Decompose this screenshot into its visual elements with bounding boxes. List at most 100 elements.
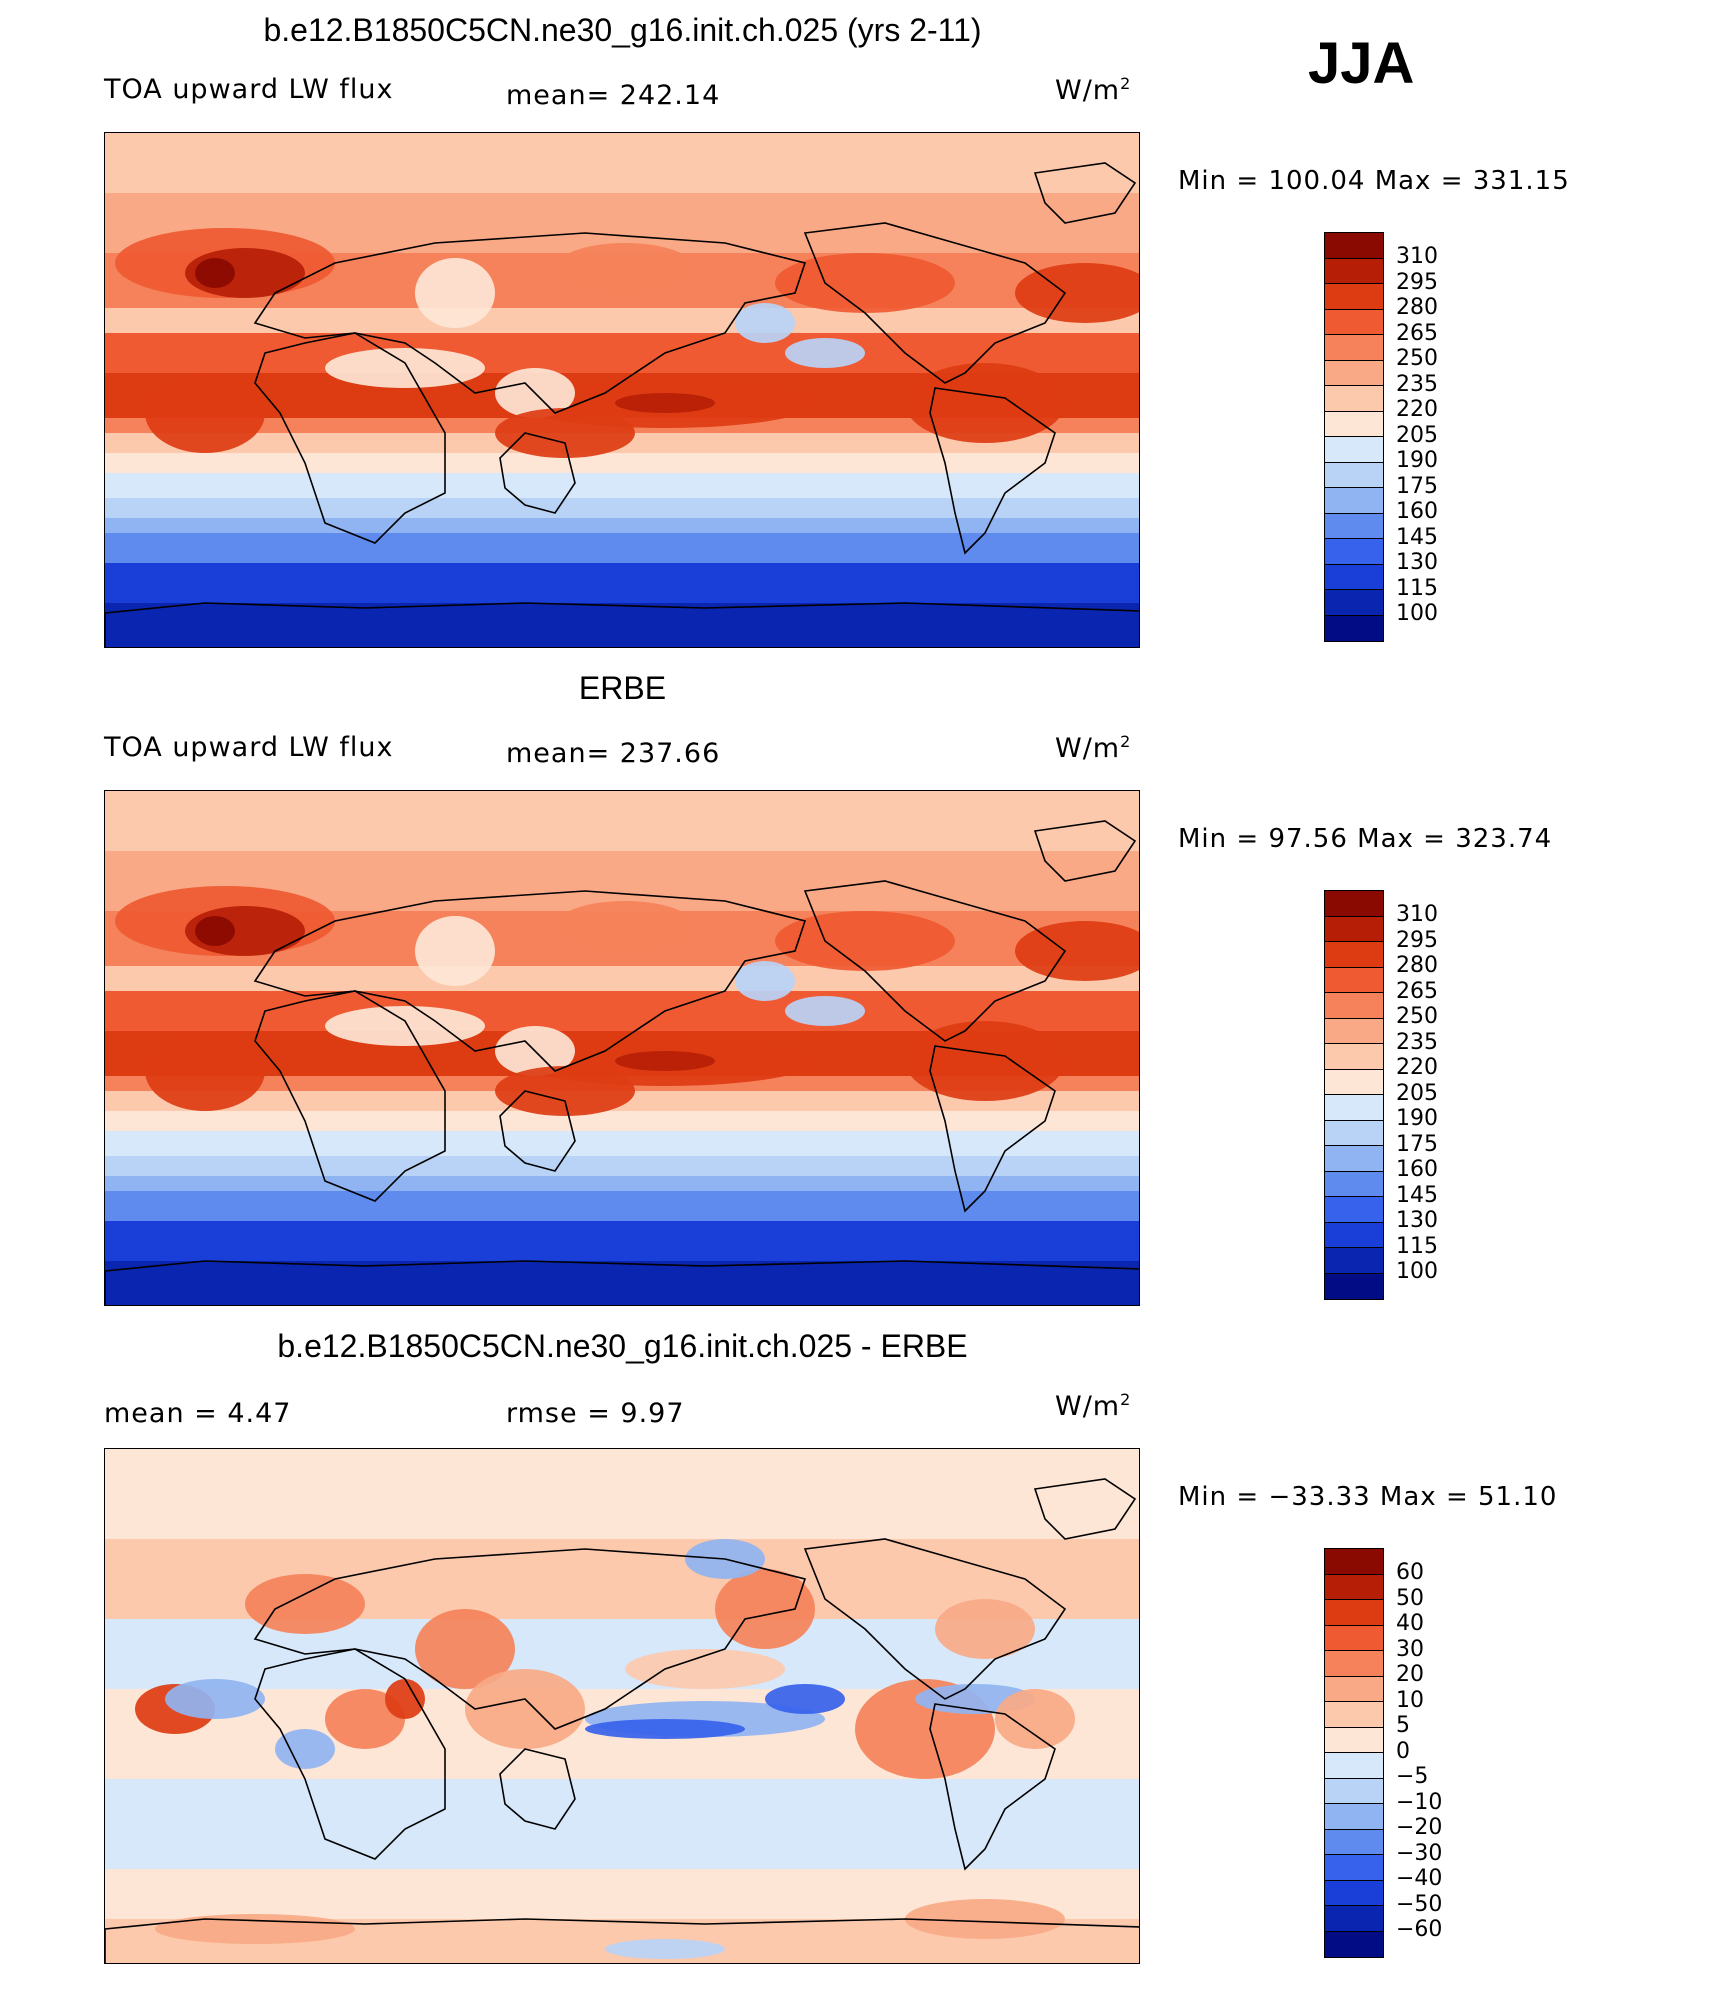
panel3-colorbar-label: −10 (1396, 1789, 1443, 1815)
panel3-colorbar-label: −5 (1396, 1764, 1429, 1789)
panel1-colorbar-label: 100 (1396, 601, 1438, 626)
map-contour-blob (145, 1031, 265, 1111)
panel3-colorbar-box (1325, 1880, 1383, 1906)
map-contour-band (105, 308, 1139, 333)
map-contour-blob (775, 911, 955, 971)
panel2-colorbar-label: 265 (1396, 978, 1438, 1004)
map-coastline (803, 880, 1067, 1042)
map-coastline (929, 387, 1056, 555)
panel2-colorbar-label: 310 (1396, 902, 1438, 927)
map-contour-band (105, 791, 1139, 851)
panel2-colorbar-label: 100 (1396, 1259, 1438, 1284)
map-contour-blob (605, 1939, 725, 1959)
panel2-minmax: Min = 97.56 Max = 323.74 (1178, 824, 1553, 854)
map-coastline (254, 1648, 446, 1860)
map-contour-blob (195, 258, 235, 288)
panel1-colorbar-box (1325, 590, 1383, 616)
map-coastline (803, 1538, 1067, 1700)
panel2-colorbar-box (1325, 942, 1383, 968)
panel2-colorbar-label: 145 (1396, 1182, 1438, 1208)
panel1-colorbar-box (1325, 233, 1383, 259)
panel1-colorbar-label: 115 (1396, 575, 1438, 601)
map-contour-blob (195, 916, 235, 946)
map-contour-band (105, 1221, 1139, 1261)
season-label: JJA (1308, 31, 1415, 96)
panel2-colorbar-label: 250 (1396, 1004, 1438, 1029)
panel1-colorbar-label: 280 (1396, 295, 1438, 320)
panel1-colorbar-box (1325, 284, 1383, 310)
panel3-colorbar-label: −40 (1396, 1866, 1443, 1891)
panel2-mean-label: mean= 237.66 (506, 738, 721, 769)
panel1-colorbar-box (1325, 564, 1383, 590)
map-contour-blob (415, 916, 495, 986)
map-contour-blob (325, 1689, 405, 1749)
panel3-colorbar-box (1325, 1702, 1383, 1728)
map-contour-band (105, 133, 1139, 193)
panel2-colorbar-label: 235 (1396, 1029, 1438, 1055)
map-coastline (253, 1548, 807, 1730)
map-contour-blob (415, 1609, 515, 1689)
panel1-colorbar-box (1325, 513, 1383, 539)
panel1-colorbar-label: 235 (1396, 371, 1438, 397)
panel1-colorbar-label: 130 (1396, 550, 1438, 575)
panel3-colorbar-label: 5 (1396, 1713, 1410, 1738)
map-coastline (1033, 1478, 1137, 1540)
map-contour-blob (935, 1599, 1035, 1659)
panel3-colorbar-label: −20 (1396, 1815, 1443, 1840)
panel3-minmax: Min = −33.33 Max = 51.10 (1178, 1482, 1558, 1512)
map-contour-blob (735, 961, 795, 1001)
panel3-colorbar-labels: 60 50 40 30 20 10 5 0 −5 −10 −20 −30 −40 −50 −60 (1396, 1560, 1442, 1943)
map-coastline (105, 1260, 1139, 1305)
map-contour-blob (905, 363, 1065, 443)
map-coastline (1033, 820, 1137, 882)
panel3-colorbar-label: 0 (1396, 1738, 1410, 1764)
map-contour-band (105, 1191, 1139, 1221)
panel2-colorbar-box (1325, 1197, 1383, 1223)
map-contour-band (105, 1111, 1139, 1131)
panel1-colorbar-labels: 310 295 280 265 250 235 220 205 190 175 160 145 130 1… (1396, 244, 1438, 627)
panel1-colorbar-label: 175 (1396, 473, 1438, 499)
panel2-colorbar-label: 175 (1396, 1131, 1438, 1157)
panel2-colorbar-label: 295 (1396, 927, 1438, 953)
map-contour-blob (495, 1066, 635, 1116)
panel3-colorbar-box (1325, 1676, 1383, 1702)
panel3-colorbar-box (1325, 1931, 1383, 1957)
panel3-title: b.e12.B1850C5CN.ne30_g16.init.ch.025 - E… (277, 1328, 968, 1364)
panel1-colorbar-label: 190 (1396, 448, 1438, 473)
map-contour-blob (765, 1684, 845, 1714)
map-coastline (929, 1045, 1056, 1213)
panel1-colorbar (1324, 232, 1384, 642)
map-coastline (1033, 162, 1137, 224)
panel1-colorbar-box (1325, 462, 1383, 488)
panel3-colorbar-box (1325, 1574, 1383, 1600)
panel2-colorbar-box (1325, 1095, 1383, 1121)
panel2-colorbar-box (1325, 993, 1383, 1019)
map-contour-blob (555, 901, 695, 951)
panel1-colorbar-box (1325, 411, 1383, 437)
map-contour-blob (785, 338, 865, 368)
panel2-colorbar-box (1325, 1044, 1383, 1070)
map-contour-blob (325, 1006, 485, 1046)
panel3-colorbar-box (1325, 1753, 1383, 1779)
panel1-minmax: Min = 100.04 Max = 331.15 (1178, 166, 1570, 196)
panel3-rmse-label: rmse = 9.97 (506, 1398, 685, 1429)
panel1-units: W/m2 (1055, 74, 1132, 106)
panel3-colorbar (1324, 1548, 1384, 1958)
map-coastline (105, 602, 1139, 647)
panel2-colorbar-label: 130 (1396, 1208, 1438, 1233)
map-contour-band (105, 473, 1139, 498)
map-contour-blob (615, 393, 715, 413)
map-contour-band (105, 563, 1139, 603)
map-contour-blob (625, 1649, 785, 1689)
panel1-map (104, 132, 1140, 648)
map-contour-blob (585, 1719, 745, 1739)
map-contour-band (105, 533, 1139, 563)
panel1-colorbar-box (1325, 437, 1383, 463)
panel2-colorbar-box (1325, 1120, 1383, 1146)
panel2-colorbar-box (1325, 1018, 1383, 1044)
map-contour-blob (715, 1569, 815, 1649)
panel3-map (104, 1448, 1140, 1964)
panel1-colorbar-box (1325, 335, 1383, 361)
panel3-colorbar-label: 20 (1396, 1662, 1424, 1687)
panel2-colorbar-box (1325, 1273, 1383, 1299)
